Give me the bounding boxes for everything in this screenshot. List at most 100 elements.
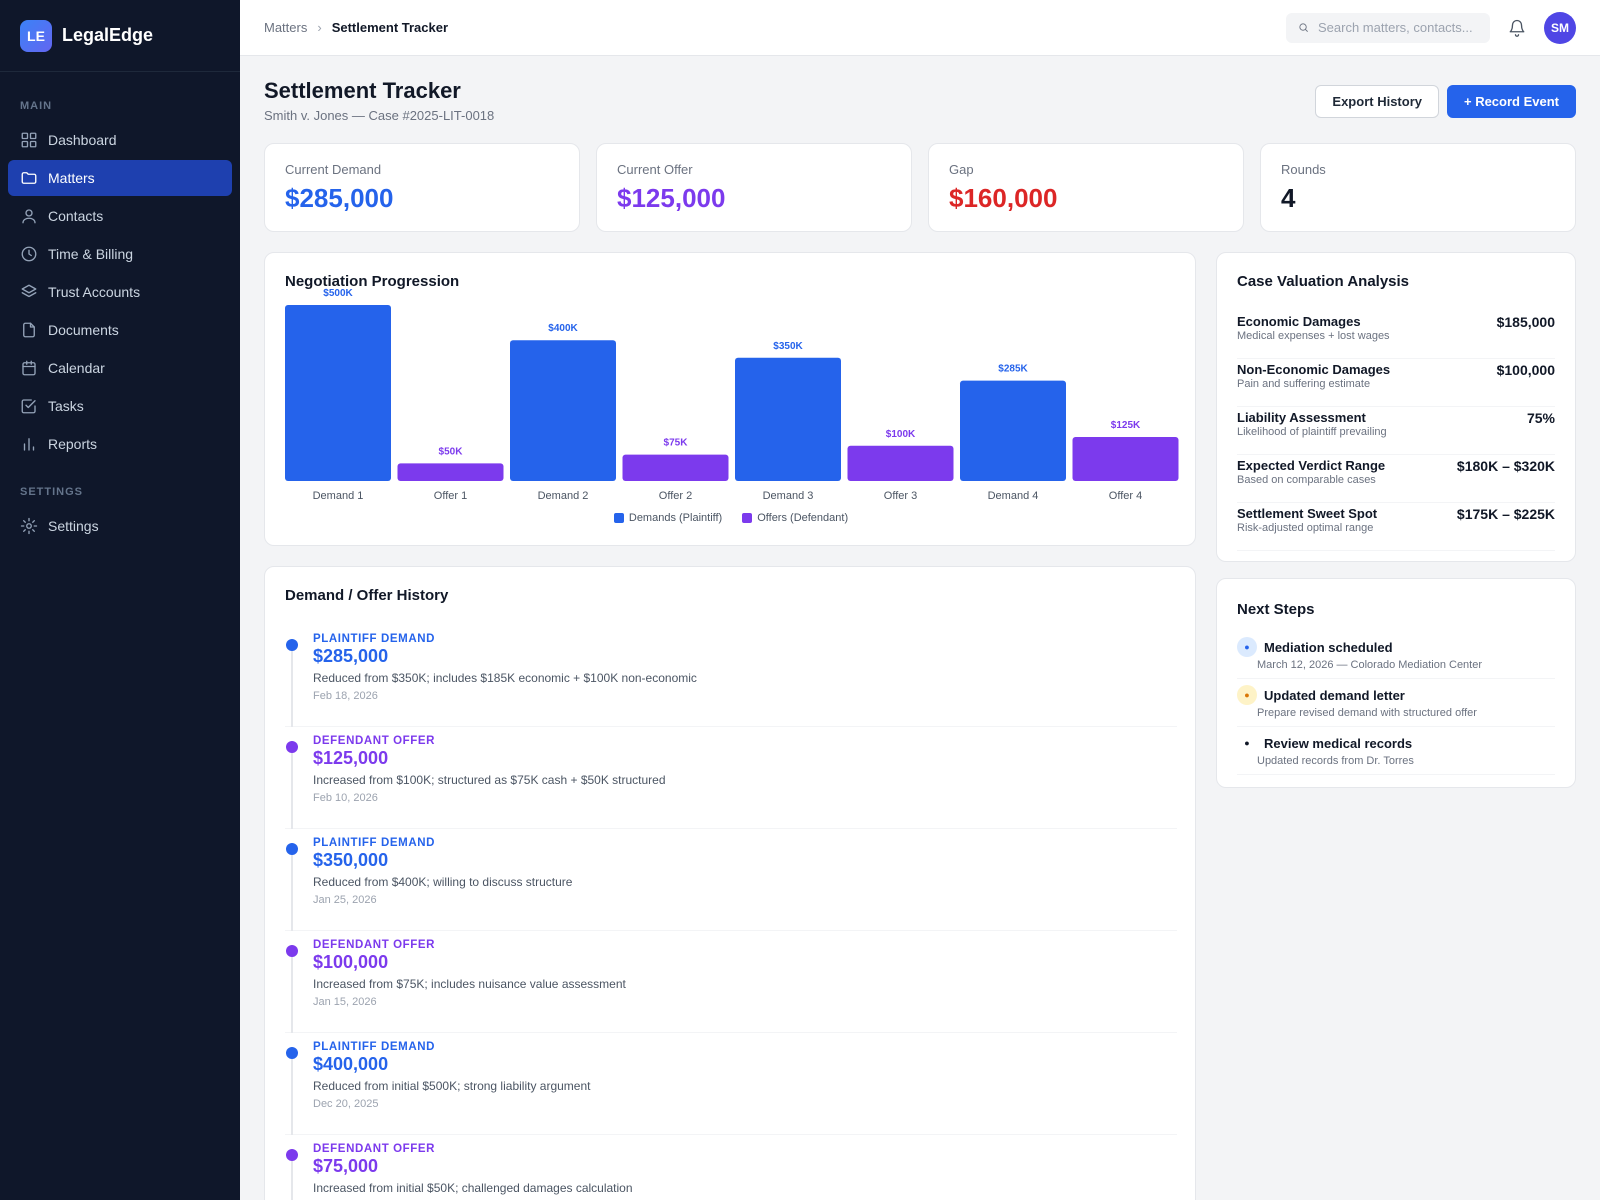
timeline-item[interactable]: PLAINTIFF DEMAND $285,000 Reduced from $… bbox=[285, 625, 1177, 727]
next-steps-list: ● Mediation scheduled March 12, 2026 — C… bbox=[1237, 631, 1555, 775]
event-type: PLAINTIFF DEMAND bbox=[313, 633, 436, 645]
valuation-title: Case Valuation Analysis bbox=[1237, 273, 1410, 290]
sidebar-item-settings[interactable]: Settings bbox=[8, 508, 232, 544]
legend-label: Demands (Plaintiff) bbox=[628, 512, 723, 524]
valuation-row: Economic Damages Medical expenses + lost … bbox=[1237, 311, 1555, 359]
event-amount: $350,000 bbox=[313, 850, 389, 870]
sidebar-item-contacts[interactable]: Contacts bbox=[8, 198, 232, 234]
event-type: PLAINTIFF DEMAND bbox=[313, 1041, 436, 1053]
brand[interactable]: LE LegalEdge bbox=[0, 0, 240, 72]
timeline-item[interactable]: DEFENDANT OFFER $125,000 Increased from … bbox=[285, 727, 1177, 829]
valuation-desc: Based on comparable cases bbox=[1237, 474, 1376, 486]
valuation-row: Non-Economic Damages Pain and suffering e… bbox=[1237, 359, 1555, 407]
event-type: PLAINTIFF DEMAND bbox=[313, 837, 436, 849]
sidebar-item-label: Documents bbox=[48, 322, 119, 338]
kpi-label: Gap bbox=[949, 162, 974, 177]
negotiation-chart-card: $500K Demand 1 $50K Offer 1 $400K Demand 2 $75… bbox=[264, 252, 1196, 546]
event-note: Increased from $75K; includes nuisance v… bbox=[313, 977, 626, 991]
history-title: Demand / Offer History bbox=[285, 587, 449, 604]
event-note: Reduced from $350K; includes $185K econo… bbox=[313, 671, 697, 685]
bullet-icon: ● bbox=[1237, 733, 1257, 753]
next-step-item[interactable]: ● Review medical records Updated records… bbox=[1237, 727, 1555, 775]
bar-chart-icon bbox=[20, 435, 38, 453]
sidebar-item-tasks[interactable]: Tasks bbox=[8, 388, 232, 424]
sidebar: LE LegalEdge MAIN Dashboard Matters Cont… bbox=[0, 0, 240, 1200]
timeline-item[interactable]: DEFENDANT OFFER $75,000 Increased from i… bbox=[285, 1135, 1177, 1200]
sidebar-item-label: Contacts bbox=[48, 208, 104, 224]
kpi-label: Rounds bbox=[1281, 162, 1326, 177]
calendar-icon bbox=[20, 359, 38, 377]
chevron-right-icon: › bbox=[317, 20, 322, 35]
sidebar-item-documents[interactable]: Documents bbox=[8, 312, 232, 348]
timeline-item[interactable]: PLAINTIFF DEMAND $400,000 Reduced from i… bbox=[285, 1033, 1177, 1135]
timeline-dot bbox=[286, 843, 298, 855]
x-tick-label: Demand 2 bbox=[538, 490, 589, 502]
document-dot-icon: ● bbox=[1237, 685, 1257, 705]
bar-value-label: $350K bbox=[773, 341, 803, 352]
page-header: Settlement Tracker Smith v. Jones — Case… bbox=[264, 78, 1576, 123]
step-title: Mediation scheduled bbox=[1264, 639, 1393, 655]
bar-value-label: $400K bbox=[548, 323, 578, 334]
sidebar-item-label: Time & Billing bbox=[48, 246, 134, 262]
search-icon bbox=[1299, 23, 1308, 32]
event-date: Feb 18, 2026 bbox=[313, 690, 378, 702]
breadcrumb-matters[interactable]: Matters bbox=[264, 20, 308, 35]
kpi-value: $285,000 bbox=[285, 183, 394, 213]
legend-swatch bbox=[742, 513, 753, 523]
valuation-card: Case Valuation Analysis Economic Damages… bbox=[1216, 252, 1576, 562]
search-box[interactable] bbox=[1286, 12, 1490, 43]
chart-bar bbox=[285, 305, 391, 481]
search-input[interactable] bbox=[1318, 20, 1478, 35]
avatar[interactable]: SM bbox=[1544, 11, 1576, 44]
timeline-line bbox=[291, 639, 293, 727]
sidebar-item-label: Calendar bbox=[48, 360, 105, 376]
valuation-row: Settlement Sweet Spot Risk-adjusted optim… bbox=[1237, 503, 1555, 551]
x-tick-label: Demand 1 bbox=[313, 490, 364, 502]
sidebar-item-label: Settings bbox=[48, 518, 99, 534]
negotiation-chart: $500K Demand 1 $50K Offer 1 $400K Demand 2 $75… bbox=[285, 288, 1179, 502]
record-event-button[interactable]: + Record Event bbox=[1446, 85, 1576, 118]
sidebar-item-reports[interactable]: Reports bbox=[8, 426, 232, 462]
event-amount: $75,000 bbox=[313, 1156, 379, 1176]
export-history-button[interactable]: Export History bbox=[1315, 85, 1439, 118]
valuation-name: Settlement Sweet Spot bbox=[1237, 506, 1378, 521]
legend-item-offers: Offers (Defendant) bbox=[742, 512, 848, 524]
valuation-desc: Risk-adjusted optimal range bbox=[1237, 522, 1374, 534]
nav-section-main: MAIN bbox=[20, 100, 53, 112]
timeline: PLAINTIFF DEMAND $285,000 Reduced from $… bbox=[285, 625, 1177, 1200]
step-subtitle: March 12, 2026 — Colorado Mediation Cent… bbox=[1257, 659, 1483, 671]
sidebar-item-matters[interactable]: Matters bbox=[8, 160, 232, 196]
step-subtitle: Prepare revised demand with structured o… bbox=[1257, 707, 1477, 719]
sidebar-item-dashboard[interactable]: Dashboard bbox=[8, 122, 232, 158]
valuation-row: Expected Verdict Range Based on comparabl… bbox=[1237, 455, 1555, 503]
kpi-value: $125,000 bbox=[617, 183, 726, 213]
notifications-button[interactable] bbox=[1502, 13, 1532, 43]
topbar: Matters › Settlement Tracker SM bbox=[240, 0, 1600, 56]
sidebar-item-time-billing[interactable]: Time & Billing bbox=[8, 236, 232, 272]
bar-value-label: $125K bbox=[1111, 420, 1141, 431]
chart-bar bbox=[960, 380, 1066, 481]
kpi-value: 4 bbox=[1281, 183, 1296, 213]
file-icon bbox=[20, 321, 38, 339]
sidebar-item-trust-accounts[interactable]: Trust Accounts bbox=[8, 274, 232, 310]
dashboard-icon bbox=[20, 131, 38, 149]
next-step-item[interactable]: ● Updated demand letter Prepare revised … bbox=[1237, 679, 1555, 727]
kpi-label: Current Offer bbox=[617, 162, 693, 177]
sidebar-item-label: Dashboard bbox=[48, 132, 117, 148]
chart-bar bbox=[735, 357, 841, 481]
event-date: Dec 20, 2025 bbox=[313, 1098, 379, 1110]
brand-name: LegalEdge bbox=[62, 25, 154, 45]
next-steps-card: Next Steps ● Mediation scheduled March 1… bbox=[1216, 578, 1576, 788]
timeline-item[interactable]: DEFENDANT OFFER $100,000 Increased from … bbox=[285, 931, 1177, 1033]
step-title: Review medical records bbox=[1264, 735, 1413, 751]
timeline-line bbox=[291, 1149, 293, 1200]
history-card: Demand / Offer History PLAINTIFF DEMAND … bbox=[264, 566, 1196, 1200]
timeline-dot bbox=[286, 741, 298, 753]
timeline-item[interactable]: PLAINTIFF DEMAND $350,000 Reduced from $… bbox=[285, 829, 1177, 931]
sidebar-item-calendar[interactable]: Calendar bbox=[8, 350, 232, 386]
sidebar-item-label: Trust Accounts bbox=[48, 284, 141, 300]
page-subtitle: Smith v. Jones — Case #2025-LIT-0018 bbox=[264, 108, 495, 123]
next-step-item[interactable]: ● Mediation scheduled March 12, 2026 — C… bbox=[1237, 631, 1555, 679]
checkbox-icon bbox=[20, 397, 38, 415]
legend-swatch bbox=[613, 513, 624, 523]
